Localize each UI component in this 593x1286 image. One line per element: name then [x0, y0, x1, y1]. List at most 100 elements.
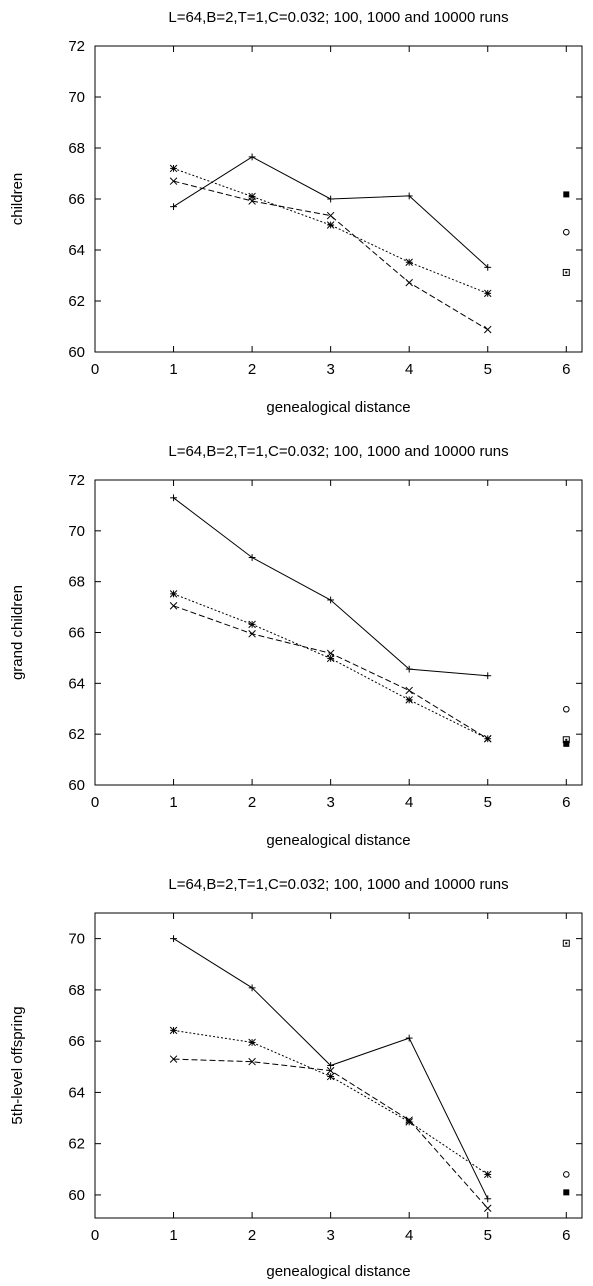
chart1-series3-point-d2 [483, 289, 492, 298]
chart3-ytick-label: 70 [68, 931, 85, 948]
chart3-series1-point [170, 935, 177, 943]
chart3-series2-point-d2 [248, 1057, 256, 1066]
chart3-ytick-label: 66 [68, 1033, 85, 1050]
chart1-ytick-label: 60 [68, 344, 85, 361]
chart2-series2-point [169, 602, 178, 610]
chart3-xtick-label: 3 [326, 1227, 334, 1244]
chart3-xtick-label: 2 [248, 1227, 256, 1244]
chart2-series3-point-d2 [326, 654, 335, 663]
chart1-extra-point-3-shape [562, 268, 570, 276]
chart3-series1-point [327, 1062, 335, 1069]
chart3-series3-point [326, 1072, 335, 1081]
chart3-ytick-label: 60 [68, 1187, 85, 1204]
chart1-ytick-label: 66 [68, 191, 85, 208]
chart1-series1-point [248, 153, 256, 161]
chart2-series1-point [405, 665, 413, 673]
chart3-series2-point-d2 [326, 1066, 335, 1075]
chart1-series3-point-d2 [405, 258, 413, 266]
chart1-series2-point [169, 177, 178, 185]
chart3-plot-frame [94, 912, 583, 1219]
chart2-xtick-label: 0 [91, 794, 99, 811]
chart2-xtick-label: 1 [169, 794, 177, 811]
chart2: L=64,B=2,T=1,C=0.032; 100, 1000 and 1000… [9, 443, 583, 849]
chart3-ytick-label: 62 [68, 1136, 85, 1153]
chart1-xtick-label: 1 [169, 361, 177, 378]
chart1-series3-line [173, 167, 488, 294]
chart3-series3-point-d2 [405, 1118, 413, 1126]
chart1-series3-point-d2 [248, 192, 256, 201]
chart1-xtick-label: 3 [326, 361, 334, 378]
chart3-series3-point-d2 [248, 1038, 256, 1047]
chart3-series1-point [484, 1195, 492, 1203]
chart2-series3-line [173, 593, 488, 740]
chart3-xtick-label: 5 [484, 1227, 492, 1244]
chart3-series3-point [405, 1118, 413, 1126]
chart2-series1-point [327, 596, 335, 604]
chart2-series3-point [483, 734, 492, 743]
chart2-series1-line [173, 497, 488, 677]
chart2-xtick-label: 6 [562, 794, 570, 811]
chart2-series1-point [170, 494, 177, 502]
chart2-series1-point [248, 554, 256, 561]
chart1-extra-point-2 [562, 228, 570, 236]
chart1-series2-point [483, 325, 492, 334]
chart3-series2-point-d2 [169, 1055, 178, 1063]
chart3-extra-point-1-shape [562, 939, 570, 947]
chart1-ytick-label: 64 [68, 242, 85, 259]
chart1-series1-line [173, 156, 489, 268]
chart1-extra-point-1 [563, 191, 570, 198]
chart1-series3-point-d2 [169, 164, 178, 173]
chart2-series2-point-d2 [169, 602, 178, 610]
chart3-ylabel: 5th-level offspring [9, 1006, 26, 1124]
chart1-series2-point [326, 211, 335, 220]
chart3-extra-point-1-dot [565, 942, 568, 945]
chart1-series1-point [170, 203, 177, 211]
chart2-xtick-label: 2 [248, 794, 256, 811]
chart1-series1-point [484, 263, 492, 271]
chart2-ytick-label: 72 [68, 472, 85, 489]
chart2-ylabel: grand children [9, 585, 26, 680]
chart1-xlabel: genealogical distance [266, 399, 410, 416]
chart2-series2-point-d2 [248, 630, 256, 638]
chart3: L=64,B=2,T=1,C=0.032; 100, 1000 and 1000… [9, 876, 583, 1280]
chart2-series3-point [248, 620, 256, 629]
chart3-series3-point-d2 [483, 1170, 492, 1179]
chart2-series3-point [405, 696, 413, 704]
chart3-series2-point [248, 1057, 256, 1066]
chart1-series2-point-d2 [326, 211, 335, 220]
chart1-extra-point-3-dot [565, 271, 568, 274]
chart2-series2-line [173, 605, 488, 740]
chart2-ytick-label: 66 [68, 625, 85, 642]
chart1-ytick-label: 62 [68, 293, 85, 310]
chart2-series3-point [326, 654, 335, 663]
chart2-xlabel: genealogical distance [266, 832, 410, 849]
chart1-extra-point-1-shape [563, 191, 570, 198]
chart2-xtick-label: 3 [326, 794, 334, 811]
chart3-extra-point-1 [562, 939, 570, 947]
chart2-xtick-label: 5 [484, 794, 492, 811]
chart2-series3-point [169, 590, 178, 598]
chart3-series3-point [169, 1026, 178, 1035]
chart1-xtick-label: 5 [484, 361, 492, 378]
chart2-series2-point [405, 686, 413, 695]
chart2-series2-point [248, 630, 256, 638]
chart1-series3-point [248, 192, 256, 201]
chart1-extra-point-2-shape [562, 228, 570, 236]
chart1-series3-point [483, 289, 492, 298]
chart2-plot-frame [94, 479, 583, 786]
chart2-extra-point-3-shape [563, 740, 570, 747]
chart1-ylabel: children [9, 173, 26, 226]
chart3-extra-point-3 [563, 1189, 570, 1196]
chart3-ytick-label: 64 [68, 1084, 85, 1101]
chart1-series2-point-d2 [405, 278, 413, 287]
chart3-series2-point [483, 1204, 492, 1213]
chart2-series3-point-d2 [169, 590, 178, 598]
chart1-xtick-label: 4 [405, 361, 413, 378]
chart3-series2-point-d2 [483, 1204, 492, 1213]
chart3-extra-point-3-shape [563, 1189, 570, 1196]
chart2-ytick-label: 68 [68, 574, 85, 591]
chart3-xtick-label: 4 [405, 1227, 413, 1244]
chart2-title: L=64,B=2,T=1,C=0.032; 100, 1000 and 1000… [168, 443, 508, 460]
chart2-extra-point-2-dot [565, 738, 568, 741]
chart1-series1-point [327, 195, 335, 203]
